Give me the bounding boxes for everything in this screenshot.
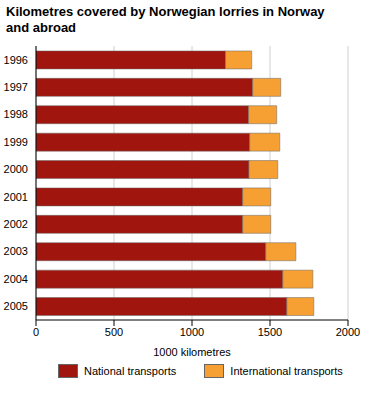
- html-text:International transports: International transports: [230, 365, 343, 377]
- html-text:Kilometres covered by Norwegia: Kilometres covered by Norwegian lorries …: [6, 4, 325, 35]
- svg-text:2005: 2005: [8, 300, 28, 312]
- svg-text:1999: 1999: [8, 136, 28, 148]
- svg-text:2002: 2002: [8, 218, 28, 230]
- svg-text:1997: 1997: [8, 81, 28, 93]
- svg-text:0: 0: [33, 326, 39, 338]
- svg-text:1500: 1500: [258, 326, 282, 338]
- svg-text:2001: 2001: [8, 191, 28, 203]
- svg-text:2003: 2003: [8, 245, 28, 257]
- html-text:National transports: National transports: [84, 365, 177, 377]
- svg-text:1000 kilometres: 1000 kilometres: [153, 346, 231, 358]
- svg-text:2000: 2000: [336, 326, 360, 338]
- svg-text:2000: 2000: [8, 163, 28, 175]
- svg-text:500: 500: [105, 326, 123, 338]
- svg-text:1996: 1996: [8, 54, 28, 66]
- svg-text:2004: 2004: [8, 273, 28, 285]
- svg-text:1000: 1000: [180, 326, 204, 338]
- svg-text:1998: 1998: [8, 108, 28, 120]
